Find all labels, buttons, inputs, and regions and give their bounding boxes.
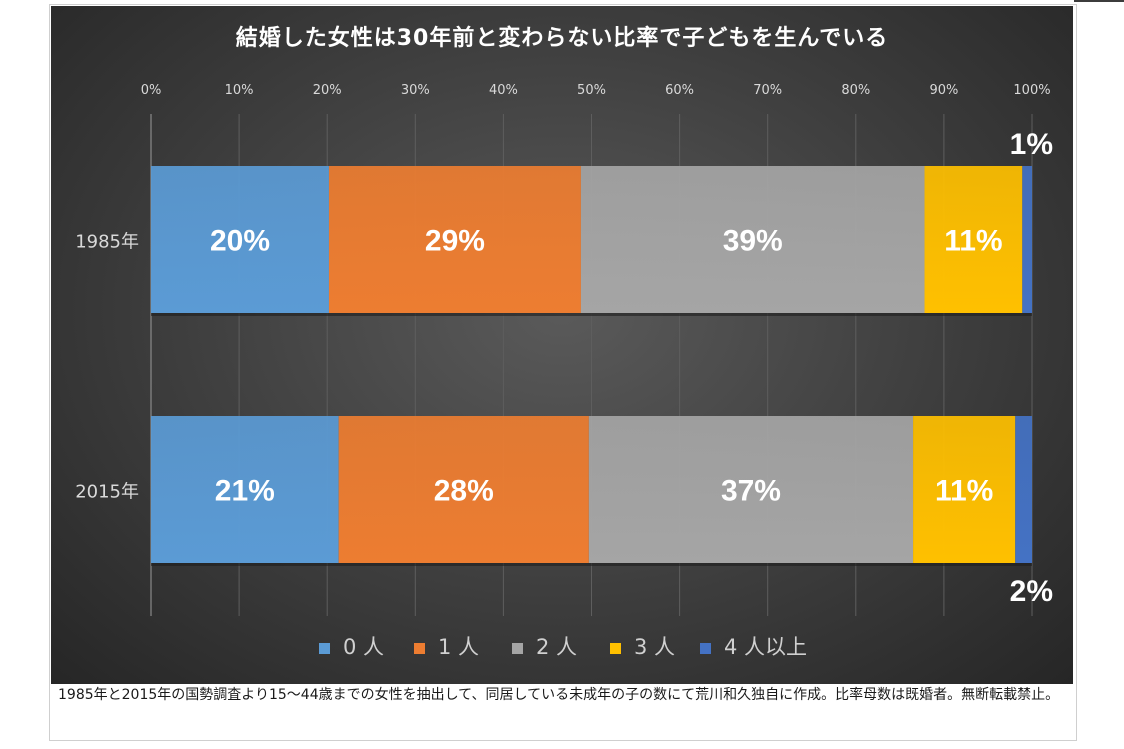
bar-segment [151, 416, 339, 563]
legend-label: 2 人 [536, 635, 577, 659]
category-label: 2015年 [75, 482, 139, 503]
chart-title: 結婚した女性は30年前と変わらない比率で子どもを生んでいる [235, 26, 889, 51]
x-tick-label: 10% [225, 83, 254, 98]
bar-segment [338, 416, 589, 563]
x-tick-label: 90% [929, 83, 958, 98]
x-tick-label: 60% [665, 83, 694, 98]
legend-swatch [319, 643, 330, 654]
data-label: 11% [935, 475, 993, 508]
x-tick-label: 20% [313, 83, 342, 98]
data-label: 1% [1010, 128, 1053, 161]
legend-label: 4 人以上 [724, 635, 807, 659]
x-tick-label: 70% [753, 83, 782, 98]
bar-segment [924, 166, 1023, 313]
top-rule [1074, 0, 1124, 2]
category-label: 1985年 [75, 232, 139, 253]
bar-segment [580, 166, 925, 313]
bar-shadow [151, 563, 1032, 566]
chart-area: 結婚した女性は30年前と変わらない比率で子どもを生んでいる 0% 10% 20% 30… [51, 6, 1073, 684]
bar-segment [1022, 166, 1032, 313]
source-caption: 1985年と2015年の国勢調査より15〜44歳までの女性を抽出して、同居してい… [58, 687, 1060, 703]
data-label: 37% [721, 475, 781, 508]
bar-segment [913, 416, 1016, 563]
data-label: 21% [215, 475, 275, 508]
bar-shadow [151, 313, 1032, 316]
legend-swatch [414, 643, 425, 654]
bar-segment [588, 416, 914, 563]
stacked-bar-chart: 0% 10% 20% 30% 40% 50% 60% 70% 80% 90% 100% 20% 29% 3… [75, 83, 1053, 659]
data-label: 39% [723, 225, 783, 258]
legend-swatch [512, 643, 523, 654]
x-tick-label: 80% [841, 83, 870, 98]
data-label: 29% [425, 225, 485, 258]
bar-segment [1015, 416, 1032, 563]
bar-segment [328, 166, 581, 313]
x-tick-label: 40% [489, 83, 518, 98]
x-tick-label: 100% [1013, 83, 1050, 98]
legend-swatch [610, 643, 621, 654]
data-label: 11% [944, 225, 1002, 258]
data-label: 28% [434, 475, 494, 508]
x-tick-label: 0% [141, 83, 162, 98]
bar-segment [151, 166, 329, 313]
legend-label: 0 人 [343, 635, 384, 659]
data-label: 2% [1010, 575, 1053, 608]
x-tick-label: 30% [401, 83, 430, 98]
data-label: 20% [210, 225, 270, 258]
legend-swatch [700, 643, 711, 654]
x-tick-label: 50% [577, 83, 606, 98]
legend-label: 1 人 [438, 635, 479, 659]
legend-label: 3 人 [634, 635, 675, 659]
